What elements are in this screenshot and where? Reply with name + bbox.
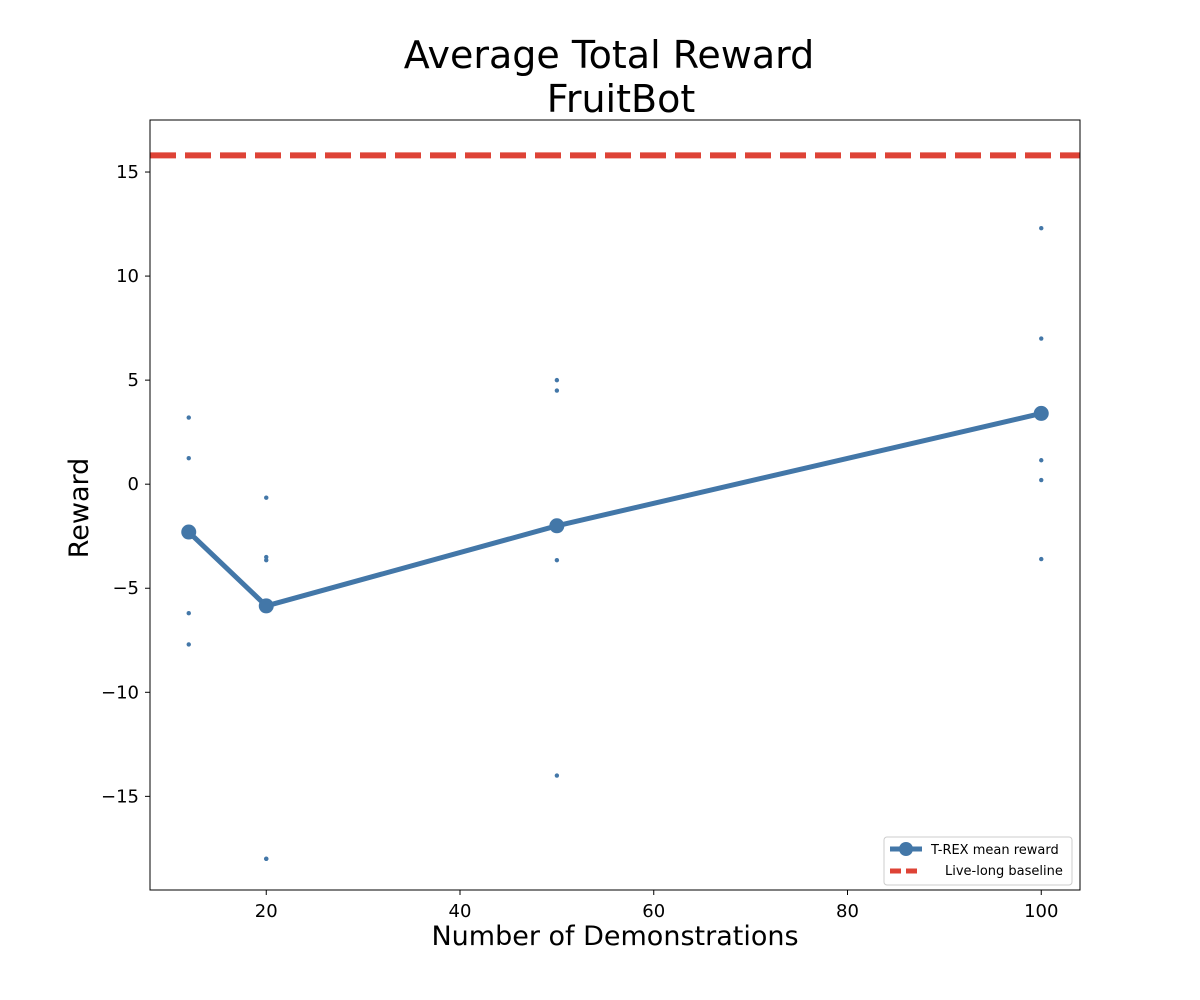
mean-reward-marker: [258, 598, 274, 614]
legend-baseline-label: Live-long baseline: [945, 864, 1063, 879]
chart-subtitle: FruitBot: [547, 77, 695, 121]
run-point: [1039, 556, 1044, 562]
run-point: [264, 495, 269, 500]
run-point: [186, 455, 191, 461]
legend-mean-marker: [899, 842, 913, 856]
x-axis: 20 40 60 80 100: [255, 890, 1058, 922]
x-tick-label: 20: [255, 901, 278, 922]
mean-reward-marker: [181, 524, 197, 540]
mean-reward-marker: [1033, 405, 1049, 421]
run-point: [554, 557, 560, 563]
mean-reward-line: [187, 410, 1042, 609]
legend-box: [883, 836, 1073, 886]
run-point: [1039, 458, 1044, 463]
y-tick-label: −5: [112, 578, 139, 599]
run-point: [554, 388, 560, 393]
x-tick-label: 60: [642, 901, 665, 922]
run-point: [186, 415, 191, 420]
y-tick-label: 15: [116, 162, 139, 183]
legend: T-REX mean reward Live-long baseline: [883, 836, 1073, 886]
y-tick-label: −10: [101, 682, 139, 703]
plot-area: [150, 152, 1080, 861]
run-point: [264, 554, 269, 560]
y-tick-label: 10: [116, 266, 139, 287]
run-point: [554, 773, 560, 778]
x-axis-label: Number of Demonstrations: [431, 921, 798, 952]
run-point: [1039, 226, 1044, 231]
x-tick-label: 40: [449, 901, 472, 922]
plot-frame: [149, 119, 1081, 891]
run-point: [186, 611, 191, 616]
run-point: [1039, 477, 1044, 483]
y-axis: −15 −10 −5 0 5 10 15: [101, 162, 150, 807]
chart-title: Average Total Reward: [404, 33, 814, 77]
y-axis-label: Reward: [64, 458, 95, 559]
run-point: [186, 642, 191, 647]
run-point: [264, 856, 269, 861]
mean-reward-marker: [549, 518, 565, 534]
y-tick-label: 5: [128, 370, 139, 391]
y-tick-label: 0: [128, 474, 139, 495]
x-tick-label: 80: [836, 901, 859, 922]
y-tick-label: −15: [101, 786, 139, 807]
x-tick-label: 100: [1024, 901, 1058, 922]
run-point: [1039, 336, 1044, 341]
run-point: [554, 377, 560, 383]
run-point: [264, 557, 269, 563]
legend-mean-label: T-REX mean reward: [930, 843, 1059, 858]
